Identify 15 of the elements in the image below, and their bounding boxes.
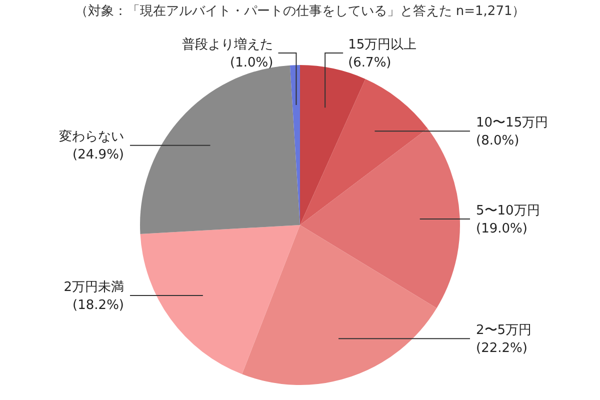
data-label: (18.2%) xyxy=(72,298,124,313)
slice-label: 10〜15万円 xyxy=(476,115,548,130)
slice-label: 普段より増えた xyxy=(182,36,274,52)
data-label: (22.2%) xyxy=(476,341,528,356)
chart-subtitle: （対象：「現在アルバイト・パートの仕事をしている」と答えた n=1,271） xyxy=(74,3,526,20)
slice-label: 変わらない xyxy=(59,128,124,145)
data-label: (6.7%) xyxy=(348,55,392,70)
slice-label: 5〜10万円 xyxy=(476,203,540,218)
data-label: (1.0%) xyxy=(230,55,274,70)
slice-label: 2〜5万円 xyxy=(476,323,532,338)
data-label: (24.9%) xyxy=(72,148,124,163)
slice-label: 15万円以上 xyxy=(348,37,417,52)
data-label: (19.0%) xyxy=(476,221,528,236)
data-label: (8.0%) xyxy=(476,133,520,148)
slice-label: 2万円未満 xyxy=(64,280,124,295)
